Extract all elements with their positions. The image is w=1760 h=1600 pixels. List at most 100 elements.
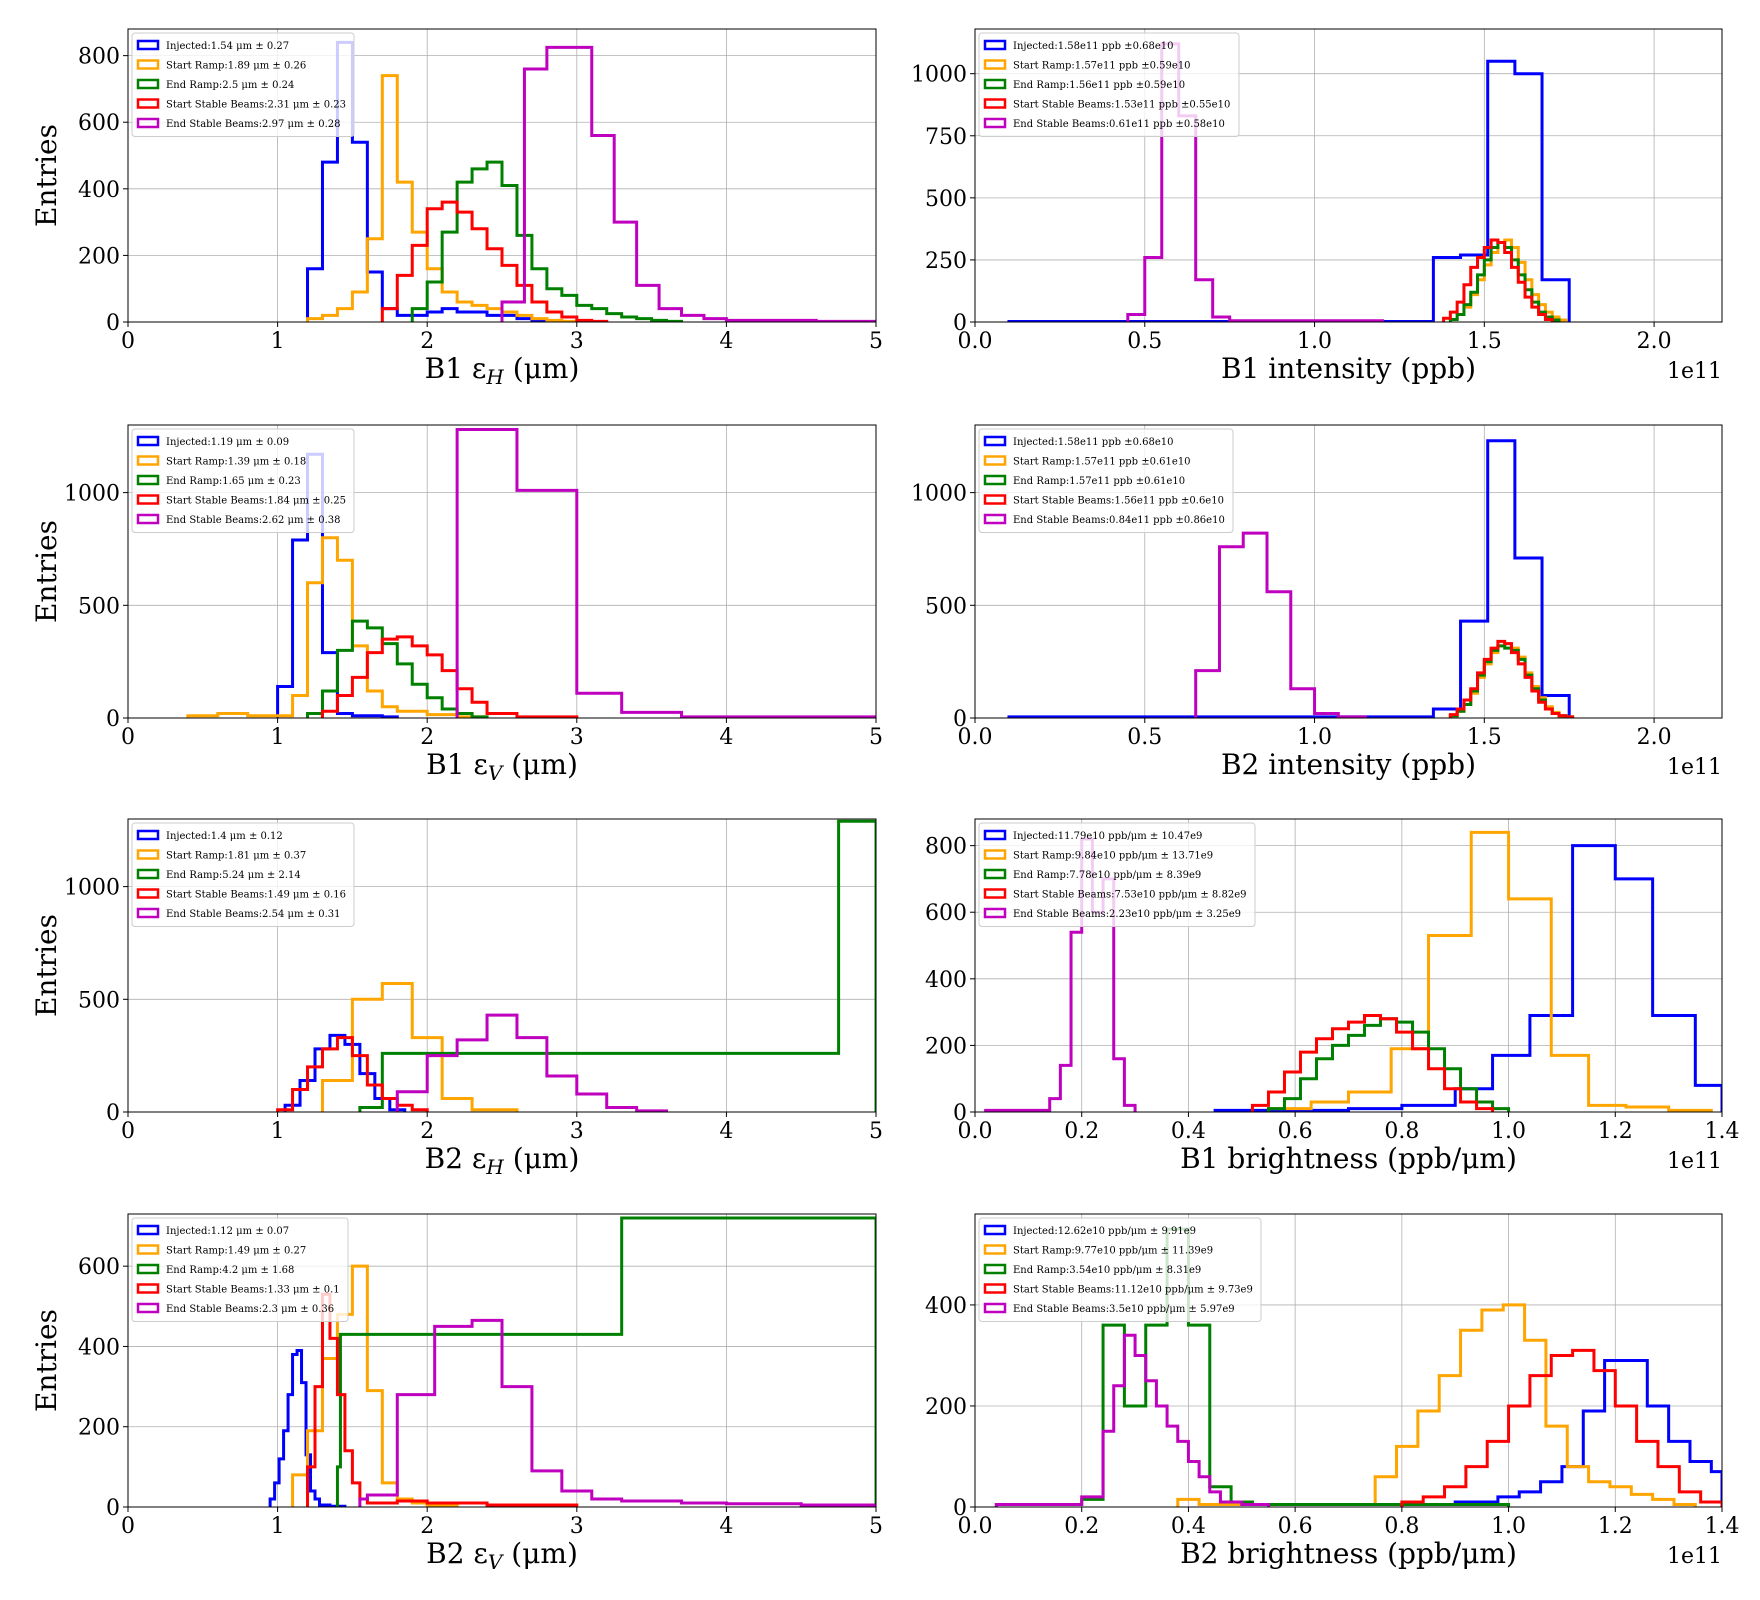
x-tick-label: 4 xyxy=(719,1119,733,1144)
legend-entry: Injected:1.19 μm ± 0.09 xyxy=(166,437,289,448)
y-tick-label: 600 xyxy=(78,111,120,136)
legend-entry: Injected:11.79e10 ppb/μm ± 10.47e9 xyxy=(1013,831,1202,842)
x-tick-label: 2 xyxy=(420,725,434,750)
y-tick-label: 200 xyxy=(925,1395,967,1420)
y-tick-label: 0 xyxy=(953,311,967,336)
legend-swatch xyxy=(136,435,160,447)
histogram-series-end-stable xyxy=(395,1013,669,1112)
histogram-series-injected xyxy=(268,1348,347,1507)
x-tick-label: 3 xyxy=(570,725,584,750)
x-tick-label: 4 xyxy=(719,725,733,750)
legend-entry: End Ramp:4.2 μm ± 1.68 xyxy=(166,1265,294,1276)
x-tick-label: 1.2 xyxy=(1598,1119,1633,1144)
plot-frame xyxy=(127,28,877,323)
legend-swatch xyxy=(983,474,1007,486)
histogram-series-end-ramp xyxy=(1266,1017,1511,1112)
legend-swatch xyxy=(136,455,160,466)
x-tick-label: 2 xyxy=(420,1514,434,1539)
x-tick-label: 4 xyxy=(719,1514,733,1539)
legend-entry: Start Stable Beams:11.12e10 ppb/μm ± 9.7… xyxy=(1013,1285,1253,1296)
histogram-panel-1: 0 1 2 3 4 5 0 200 400 600 800 B1 εH (μm) Entries Inje… xyxy=(30,28,883,389)
histogram-series-end-stable xyxy=(500,45,876,322)
legend-swatch xyxy=(983,455,1007,466)
x-tick-label: 2.0 xyxy=(1637,329,1672,354)
legend-entry: Start Stable Beams:1.84 μm ± 0.25 xyxy=(166,496,346,507)
legend-swatch xyxy=(983,1283,1007,1294)
legend-entry: Start Ramp:9.84e10 ppb/μm ± 13.71e9 xyxy=(1013,851,1213,862)
legend-entry: Injected:1.12 μm ± 0.07 xyxy=(166,1226,289,1237)
legend-swatch xyxy=(983,435,1007,447)
histogram-panel-3: 0 1 2 3 4 5 0 500 1000 B1 εV (μm) Entries Injected:… xyxy=(30,424,883,785)
axis-multiplier: 1e11 xyxy=(1667,1149,1722,1174)
legend-entry: Start Ramp:1.39 μm ± 0.18 xyxy=(166,457,306,468)
legend: Injected:1.12 μm ± 0.07 Start Ramp:1.49 μ… xyxy=(131,1217,349,1322)
legend-swatch xyxy=(983,849,1007,860)
y-tick-label: 200 xyxy=(78,244,120,269)
legend-entry: Injected:1.58e11 ppb ±0.68e10 xyxy=(1013,437,1173,448)
histogram-series-injected xyxy=(1007,59,1571,322)
legend-entry: Start Stable Beams:1.56e11 ppb ±0.6e10 xyxy=(1013,496,1224,507)
histogram-series-start-stable xyxy=(276,1036,429,1112)
plot-frame xyxy=(974,818,1723,1113)
legend-swatch xyxy=(136,78,160,90)
series-group xyxy=(306,40,876,322)
histogram-series-start-stable xyxy=(320,635,579,718)
y-tick-label: 400 xyxy=(925,1294,967,1319)
x-tick-label: 1 xyxy=(271,1119,285,1144)
legend-swatch xyxy=(136,888,160,899)
histogram-series-end-ramp xyxy=(358,819,876,1112)
legend-entry: End Stable Beams:2.3 μm ± 0.36 xyxy=(166,1304,334,1315)
legend: Injected:12.62e10 ppb/μm ± 9.91e9 Start R… xyxy=(978,1217,1262,1322)
y-tick-label: 800 xyxy=(925,835,967,860)
x-tick-label: 0.2 xyxy=(1064,1514,1099,1539)
series-group xyxy=(1007,439,1575,718)
legend-swatch xyxy=(136,98,160,109)
legend-swatch xyxy=(136,117,160,129)
y-tick-label: 200 xyxy=(78,1416,120,1441)
x-tick-label: 0.4 xyxy=(1171,1119,1206,1144)
legend-swatch xyxy=(136,1302,160,1314)
x-tick-label: 2.0 xyxy=(1637,725,1672,750)
histogram-panel-7: 0 1 2 3 4 5 0 200 400 600 B2 εV (μm) Entries Injecte… xyxy=(30,1213,883,1574)
legend-entry: End Stable Beams:0.84e11 ppb ±0.86e10 xyxy=(1013,515,1225,526)
legend-entry: Start Ramp:1.89 μm ± 0.26 xyxy=(166,61,306,72)
legend-box xyxy=(131,822,355,927)
plot-frame xyxy=(127,818,877,1113)
x-tick-label: 2 xyxy=(420,329,434,354)
x-tick-label: 0.6 xyxy=(1278,1514,1313,1539)
x-tick-label: 1.0 xyxy=(1491,1514,1526,1539)
x-tick-label: 5 xyxy=(869,1514,883,1539)
legend-swatch xyxy=(136,494,160,505)
y-tick-label: 0 xyxy=(106,707,120,732)
legend-entry: Injected:1.54 μm ± 0.27 xyxy=(166,41,289,52)
y-tick-label: 500 xyxy=(925,187,967,212)
histogram-series-start-stable xyxy=(1400,1348,1722,1507)
x-axis-label: B1 εV (μm) xyxy=(426,748,578,785)
x-tick-label: 1.4 xyxy=(1705,1514,1740,1539)
histogram-panel-6: 0.0 0.2 0.4 0.6 0.8 1.0 1.2 1.4 0 200 400 600 800 B1 … xyxy=(925,818,1740,1175)
y-tick-label: 0 xyxy=(106,1496,120,1521)
legend-swatch xyxy=(983,1244,1007,1255)
x-tick-label: 0.2 xyxy=(1064,1119,1099,1144)
histogram-series-end-stable xyxy=(455,428,876,718)
legend-entry: Injected:1.4 μm ± 0.12 xyxy=(166,831,283,842)
y-tick-label: 800 xyxy=(78,45,120,70)
legend-swatch xyxy=(983,907,1007,919)
legend-swatch xyxy=(983,868,1007,880)
x-tick-label: 1.5 xyxy=(1467,725,1502,750)
legend-swatch xyxy=(983,98,1007,109)
legend-box xyxy=(978,428,1234,533)
legend-entry: End Ramp:1.56e11 ppb ±0.59e10 xyxy=(1013,80,1185,91)
plot-frame xyxy=(127,424,877,719)
y-tick-label: 1000 xyxy=(64,876,120,901)
axis-multiplier: 1e11 xyxy=(1667,1544,1722,1569)
histogram-series-start-ramp xyxy=(186,536,489,718)
series-group xyxy=(268,1216,876,1507)
x-tick-label: 1.5 xyxy=(1467,329,1502,354)
legend-swatch xyxy=(136,1263,160,1275)
y-tick-label: 400 xyxy=(925,968,967,993)
legend-swatch xyxy=(983,117,1007,129)
y-tick-label: 600 xyxy=(925,901,967,926)
legend-box xyxy=(978,32,1240,137)
x-tick-label: 1.0 xyxy=(1491,1119,1526,1144)
